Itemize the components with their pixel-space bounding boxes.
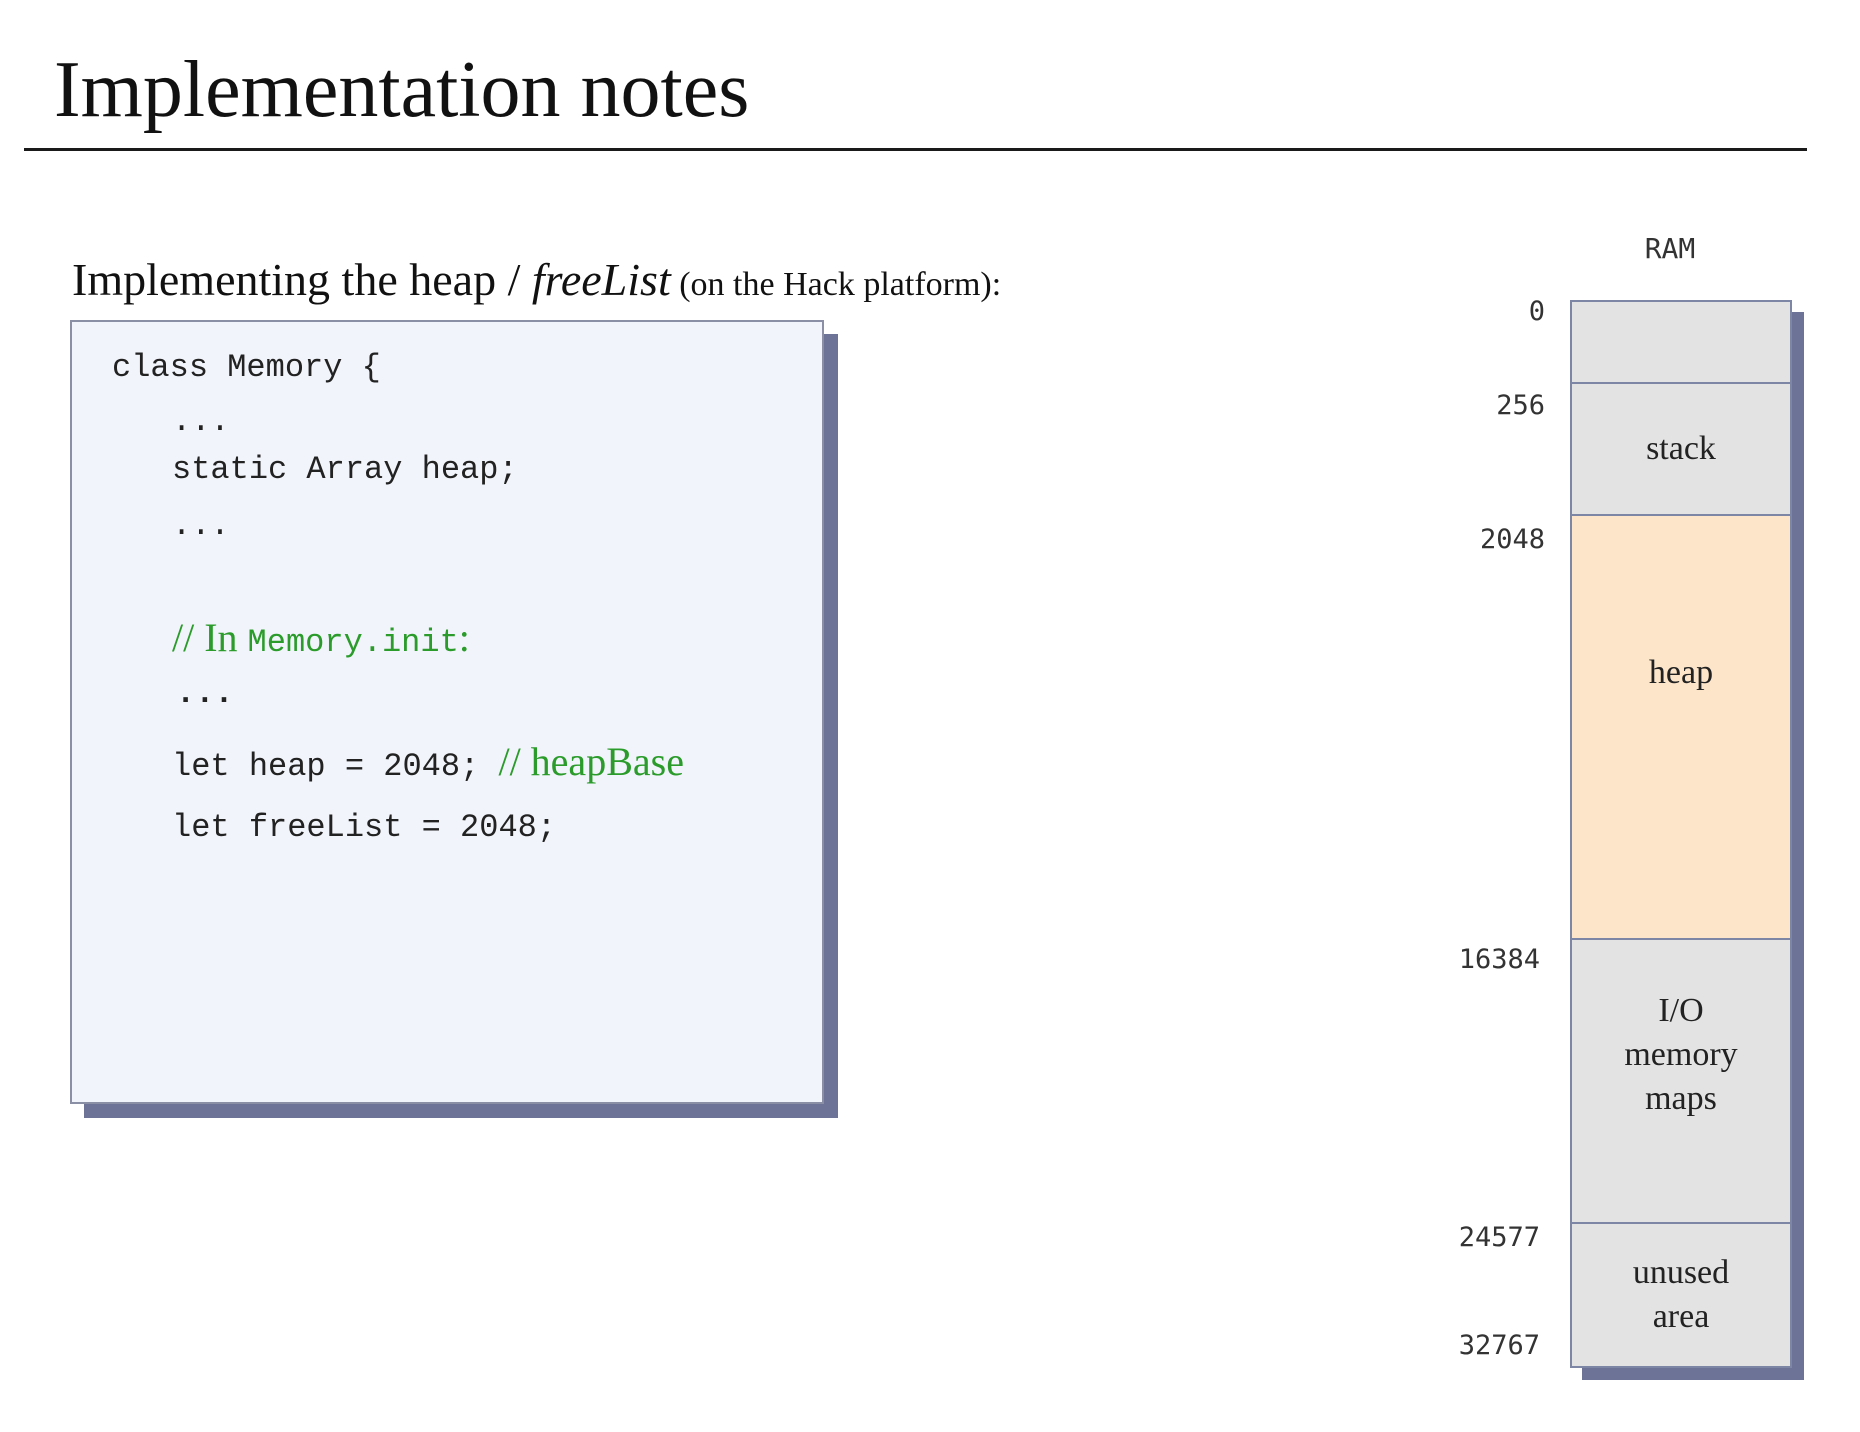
address-label: 256 [1496, 390, 1545, 421]
address-label: 32767 [1458, 1330, 1540, 1361]
code-line-heap: let heap = 2048; // heapBase [172, 740, 684, 789]
ram-segment-reserved [1570, 300, 1792, 384]
code-line-freelist: let freeList = 2048; [172, 809, 557, 846]
address-label: 24577 [1458, 1222, 1540, 1253]
code-heap-comment: // heapBase [498, 739, 684, 784]
segment-label: maps [1645, 1080, 1717, 1117]
code-box: class Memory { ... static Array heap; ..… [70, 320, 824, 1104]
heading-emphasis: freeList [531, 254, 671, 305]
ram-segment-stack: stack [1570, 382, 1792, 516]
comment-suffix: : [458, 615, 470, 660]
comment-prefix: // In [172, 615, 248, 660]
segment-label: heap [1648, 654, 1714, 691]
ram-segment-io: I/O memory maps [1570, 938, 1792, 1224]
ram-label: RAM [1644, 232, 1696, 265]
code-line-ellipsis: ... [176, 675, 234, 712]
code-heap-assign: let heap = 2048; [172, 748, 499, 785]
code-line-ellipsis: ... [172, 507, 230, 544]
title-divider [24, 148, 1807, 151]
segment-label: memory [1624, 1036, 1738, 1073]
segment-label: stack [1646, 430, 1716, 467]
address-label: 16384 [1458, 944, 1540, 975]
ram-segment-unused: unused area [1570, 1222, 1792, 1368]
ram-segment-heap: heap [1570, 514, 1792, 940]
section-heading: Implementing the heap / freeList (on the… [72, 250, 1001, 315]
segment-label: I/O [1658, 992, 1704, 1029]
slide-title: Implementation notes [54, 46, 750, 134]
code-line-ellipsis: ... [172, 403, 230, 440]
heading-text: Implementing the heap / [72, 254, 532, 305]
segment-label-group: I/O memory maps [1624, 989, 1737, 1121]
address-label: 2048 [1479, 524, 1545, 555]
comment-code: Memory.init [247, 624, 459, 661]
ram-memory-map: stack heap I/O memory maps unused area [1570, 300, 1792, 1368]
code-line-class: class Memory { [112, 349, 381, 386]
code-line-static: static Array heap; [172, 451, 518, 488]
heading-suffix: (on the Hack platform): [670, 266, 1002, 303]
address-label: 0 [1528, 296, 1545, 327]
segment-label-group: unused area [1633, 1251, 1729, 1339]
code-line-comment: // In Memory.init: [172, 616, 470, 665]
segment-label: unused [1632, 1254, 1730, 1291]
segment-label: area [1652, 1298, 1710, 1335]
